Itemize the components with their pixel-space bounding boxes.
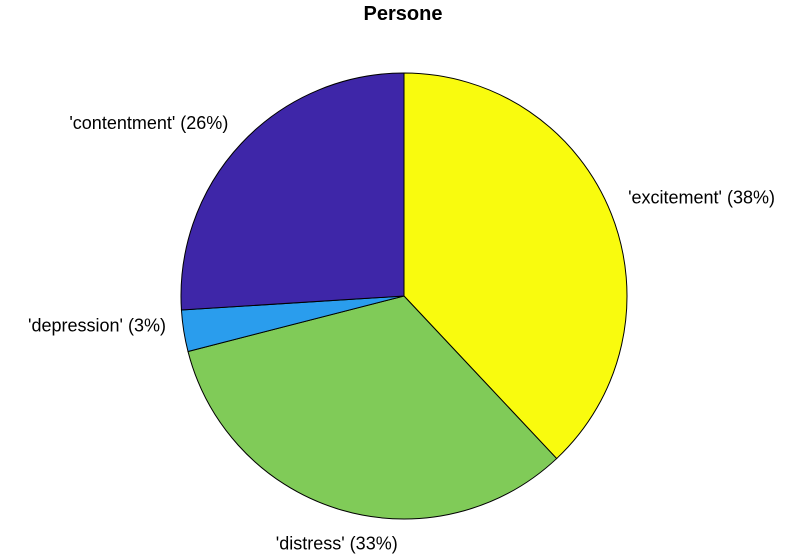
- pie-slice-distress: [187, 295, 558, 520]
- pie-label-excitement: 'excitement' (38%): [628, 187, 775, 207]
- pie-slices: [180, 72, 628, 520]
- pie-label-distress: 'distress' (33%): [276, 533, 398, 553]
- pie-label-contentment: 'contentment' (26%): [69, 113, 228, 133]
- pie-labels: 'excitement' (38%) 'distress' (33%) 'depre…: [28, 113, 775, 553]
- pie-label-depression: 'depression' (3%): [28, 316, 166, 336]
- pie-slice-contentment: [180, 72, 405, 311]
- pie-slice-excitement: [403, 72, 628, 460]
- chart-title: Persone: [364, 3, 443, 25]
